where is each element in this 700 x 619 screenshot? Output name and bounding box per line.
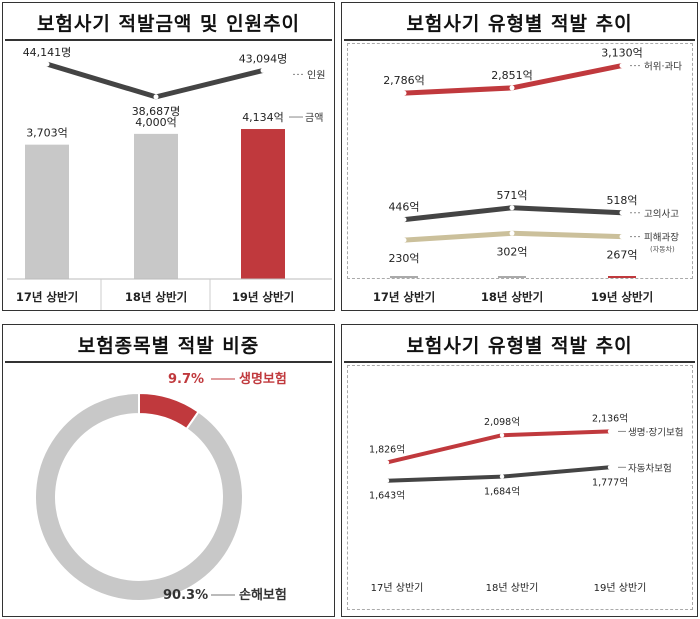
line-value-label: 2,786억 xyxy=(383,74,425,87)
plot-frame xyxy=(347,365,693,610)
line-value-label: 230억 xyxy=(388,252,419,265)
line-point xyxy=(401,217,407,223)
title-underline xyxy=(344,361,695,363)
line-value-label: 2,098억 xyxy=(484,416,520,428)
line-point xyxy=(44,61,50,67)
panel-title: 보험사기 적발금액 및 인원추이 xyxy=(36,13,301,35)
bar-amount xyxy=(134,133,178,279)
line-point xyxy=(619,63,625,69)
bar-value-label: 4,134억 xyxy=(242,111,284,124)
line-point xyxy=(509,205,515,211)
panel-title: 보험사기 유형별 적발 추이 xyxy=(406,335,633,357)
legend-series: 허위·과다 xyxy=(644,61,682,73)
line-value-label: 2,851억 xyxy=(491,69,533,82)
line-point xyxy=(499,474,505,479)
line-value-label: 44,141명 xyxy=(23,46,72,59)
line-value-label: 3,130억 xyxy=(601,47,643,60)
line-value-label: 518억 xyxy=(606,194,637,207)
title-underline xyxy=(5,361,332,363)
panel-type-share: 보험종목별 적발 비중 9.7% 생명보험 90.3% 손해보험 xyxy=(2,324,335,617)
pie-slice xyxy=(34,391,244,602)
line-point xyxy=(499,433,505,438)
line-people xyxy=(46,61,264,100)
line-value-label: 2,136억 xyxy=(592,412,628,424)
slice-name-label: 생명보험 xyxy=(239,371,287,387)
x-tick-label: 19년 상반기 xyxy=(232,290,294,304)
legend-people: 인원 xyxy=(307,69,325,81)
legend-series: 자동차보험 xyxy=(628,462,672,474)
slice-name-label: 손해보험 xyxy=(239,587,287,603)
legend-series: 생명·장기보험 xyxy=(628,427,683,438)
panel-title: 보험사기 유형별 적발 추이 xyxy=(406,13,633,35)
legend-amount: 금액 xyxy=(305,112,323,124)
line-point xyxy=(384,460,390,465)
panel-type-trend-amount: 보험사기 유형별 적발 추이 2,786억 2,851억 3,130억 허위·과다 44… xyxy=(341,2,698,311)
x-tick-label: 19년 상반기 xyxy=(594,582,647,594)
line-value-label: 571억 xyxy=(496,189,527,202)
chart-type-share: 9.7% 생명보험 90.3% 손해보험 xyxy=(34,371,287,603)
bar-amount xyxy=(25,144,69,279)
x-tick-label: 18년 상반기 xyxy=(125,290,187,304)
line-value-label: 267억 xyxy=(606,249,637,262)
legend-series-note: (자동차) xyxy=(650,245,675,254)
x-tick-label: 17년 상반기 xyxy=(373,290,435,304)
slice-percent-label: 90.3% xyxy=(163,588,208,603)
line-point xyxy=(401,90,407,96)
x-tick-label: 18년 상반기 xyxy=(486,582,539,594)
title-underline xyxy=(344,39,695,41)
slice-percent-label: 9.7% xyxy=(168,372,204,387)
line-point xyxy=(384,478,390,483)
line-value-label: 302억 xyxy=(496,245,527,258)
panel-amount-and-people: 보험사기 적발금액 및 인원추이 3,703억 4,000억 4,134억 금액 44,… xyxy=(2,2,335,311)
line-point xyxy=(401,237,407,243)
line-value-label: 1,684억 xyxy=(484,486,520,498)
line-value-label: 1,643억 xyxy=(369,490,405,502)
bar-value-label: 3,703억 xyxy=(26,127,68,140)
line-value-label: 446억 xyxy=(388,201,419,214)
x-tick-label: 19년 상반기 xyxy=(591,290,653,304)
line-point xyxy=(260,67,266,73)
chart-amount-and-people: 3,703억 4,000억 4,134억 금액 44,141명 38,687명 43,094… xyxy=(7,46,332,310)
title-underline xyxy=(5,39,332,41)
panel-title: 보험종목별 적발 비중 xyxy=(77,335,260,357)
line-point xyxy=(153,94,159,100)
line-point xyxy=(607,429,613,434)
x-tick-label: 17년 상반기 xyxy=(16,290,78,304)
panel-type-trend-insurance: 보험사기 유형별 적발 추이 1,826억 2,098억 2,136억 생명·장기보험… xyxy=(341,324,698,617)
line-point xyxy=(619,210,625,216)
line-point xyxy=(509,85,515,91)
line-value-label: 1,826억 xyxy=(369,443,405,455)
line-point xyxy=(509,230,515,236)
line-value-label: 43,094명 xyxy=(239,52,288,65)
line-point xyxy=(619,234,625,240)
line-point xyxy=(607,465,613,470)
line-value-label: 38,687명 xyxy=(132,105,181,118)
bar-value-label: 4,000억 xyxy=(135,116,177,129)
bar-amount xyxy=(241,129,285,279)
legend-series: 고의사고 xyxy=(644,209,679,220)
plot-frame xyxy=(347,43,693,279)
x-tick-label: 18년 상반기 xyxy=(481,290,543,304)
series-line xyxy=(386,429,611,465)
x-tick-label: 17년 상반기 xyxy=(371,582,424,594)
line-value-label: 1,777억 xyxy=(592,476,628,488)
legend-series: 피해과장 xyxy=(644,232,679,244)
series-line xyxy=(386,465,611,483)
